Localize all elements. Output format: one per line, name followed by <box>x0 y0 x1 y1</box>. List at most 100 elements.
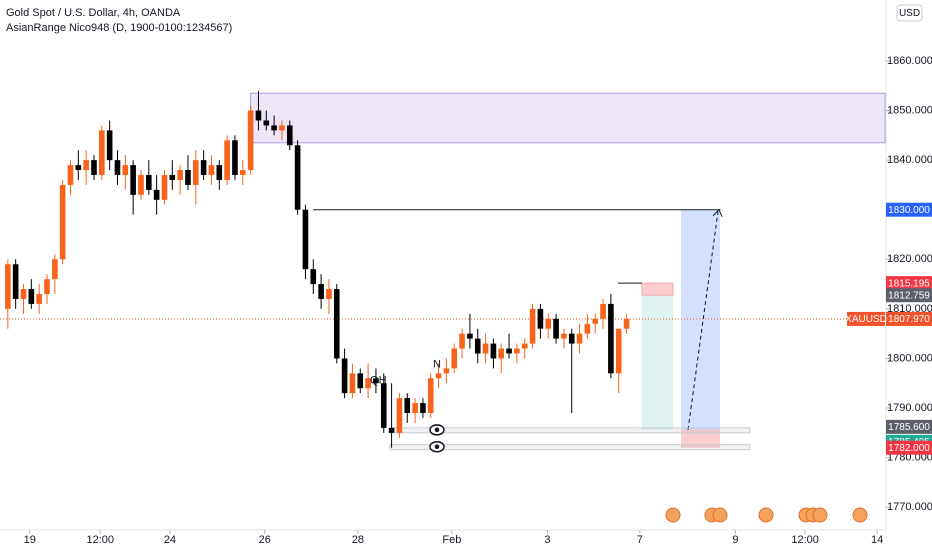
candle-body <box>467 333 473 339</box>
candle-body <box>318 284 324 299</box>
candle-body <box>59 184 66 260</box>
candle-body <box>521 343 528 349</box>
asian-range-box <box>250 92 886 144</box>
x-tick-label: 9 <box>732 534 738 546</box>
candle-body <box>623 318 630 329</box>
candle-body <box>224 140 230 180</box>
candle-body <box>600 303 606 319</box>
price-label: 1815.195 <box>888 278 930 289</box>
candle-body <box>537 308 544 329</box>
symbol-label-box <box>847 311 885 326</box>
candle-body <box>584 323 591 334</box>
candle-body <box>20 289 27 299</box>
candle-body <box>192 160 199 185</box>
long-target-zone <box>681 209 720 430</box>
candle-body <box>482 343 489 354</box>
annotation: N <box>433 358 441 370</box>
candle-body <box>75 165 82 171</box>
x-tick-label: 26 <box>259 534 271 546</box>
eye-pupil <box>434 427 440 433</box>
price-label-box <box>886 202 932 217</box>
x-tick-label: Feb <box>442 534 461 546</box>
candle-body <box>435 373 442 379</box>
candle-body <box>130 165 136 195</box>
candle-body <box>490 343 497 359</box>
candle-body <box>615 328 622 374</box>
price-label: 1830.000 <box>888 205 930 216</box>
x-tick-label: 14 <box>871 534 883 546</box>
y-tick-label: 1800.000 <box>887 352 932 364</box>
candle-body <box>420 403 426 413</box>
candle-body <box>12 264 19 299</box>
candle-body <box>553 318 559 339</box>
x-tick-label: 12:00 <box>791 534 819 546</box>
candle-body <box>44 279 50 295</box>
plot: QH N <box>0 90 886 453</box>
candle-body <box>302 209 309 270</box>
candle-body <box>271 125 277 131</box>
candle-body <box>153 189 160 200</box>
candle-body <box>91 160 97 176</box>
candle-body <box>279 125 285 131</box>
candle-body <box>498 348 505 359</box>
currency-box[interactable] <box>896 4 923 22</box>
candle-body <box>294 145 301 210</box>
price-label: 1812.759 <box>888 290 930 301</box>
candle-body <box>474 338 481 354</box>
x-tick-label: 7 <box>637 534 643 546</box>
candle-body <box>568 333 575 344</box>
candle-body <box>412 403 418 413</box>
currency[interactable]: USD <box>899 8 920 19</box>
candle-body <box>247 110 254 171</box>
candle-body <box>514 348 520 354</box>
price-label-box <box>886 276 932 291</box>
candle-body <box>200 160 207 176</box>
grey-level-box <box>389 444 751 451</box>
candle-body <box>138 175 144 195</box>
candle-body <box>341 358 348 394</box>
event-icons <box>665 507 868 523</box>
candle-body <box>396 398 403 433</box>
candle-body <box>263 120 270 126</box>
candle-body <box>67 165 74 185</box>
symbol-label: XAUUSD <box>845 314 887 325</box>
candle-body <box>239 170 246 176</box>
candle-body <box>185 170 191 185</box>
candle-body <box>529 308 536 344</box>
x-tick-label: 12:00 <box>86 534 114 546</box>
candle-body <box>561 333 567 339</box>
y-tick-label: 1790.000 <box>887 402 932 414</box>
candle-body <box>83 160 89 171</box>
y-tick-label: 1850.000 <box>887 104 932 116</box>
candle-body <box>459 333 465 349</box>
candle-body <box>357 373 364 389</box>
price-label: 1782.000 <box>888 443 930 454</box>
short-stop-zone <box>641 282 674 296</box>
candle-body <box>122 165 129 176</box>
candle-body <box>506 348 512 354</box>
candle-body <box>232 140 238 176</box>
x-tick-label: 24 <box>164 534 176 546</box>
candle-body <box>161 175 168 200</box>
y-tick-label: 1820.000 <box>887 253 932 265</box>
candle-body <box>326 289 332 299</box>
short-target-zone <box>642 295 673 430</box>
y-tick-label: 1840.000 <box>887 154 932 166</box>
candle-body <box>177 170 183 180</box>
candle-body <box>286 125 293 146</box>
x-tick-label: 3 <box>544 534 550 546</box>
candle-body <box>592 318 599 324</box>
long-stop-zone <box>681 429 720 448</box>
candle-body <box>106 130 113 161</box>
candle-body <box>349 373 356 394</box>
candle-body <box>5 264 11 309</box>
chart-title: Gold Spot / U.S. Dollar, 4h, OANDA <box>6 7 181 19</box>
price-label-box <box>886 440 932 455</box>
y-tick-label: 1770.000 <box>887 501 932 513</box>
x-tick-label: 19 <box>24 534 36 546</box>
candle-body <box>380 383 387 428</box>
candle-body <box>443 368 450 374</box>
price-label: 1807.970 <box>888 314 930 325</box>
candle-body <box>114 160 121 176</box>
